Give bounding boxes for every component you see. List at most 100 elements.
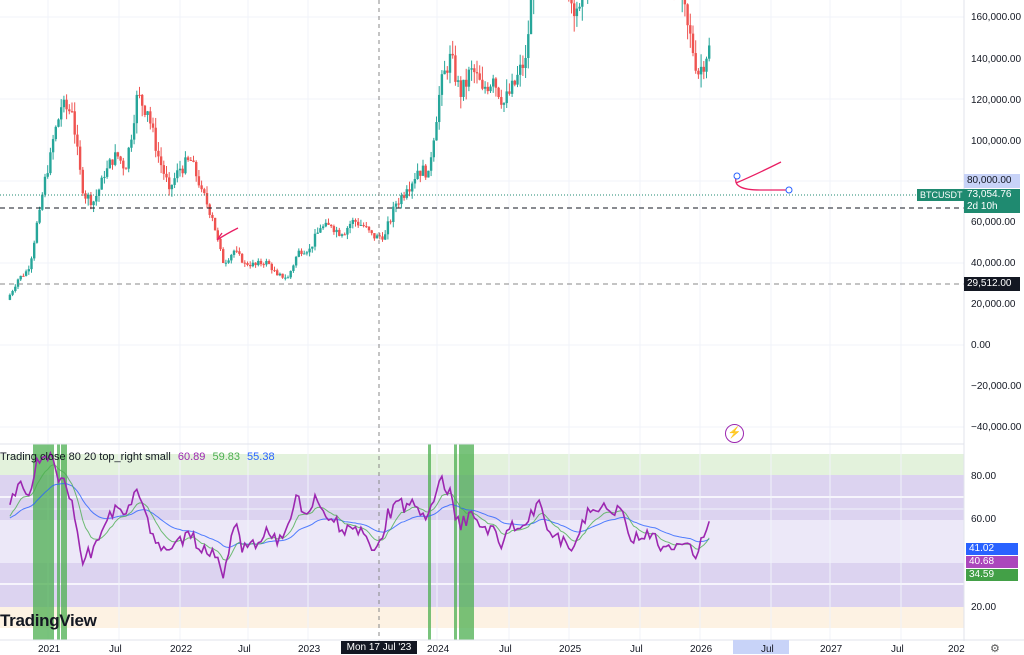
price-tick: 20,000.00 [971, 299, 1016, 310]
price-tick: 40,000.00 [971, 258, 1016, 269]
candle-body [508, 91, 511, 94]
candle-body [41, 194, 44, 210]
candle-body [359, 224, 363, 226]
candle-body [357, 221, 360, 226]
candle-body [227, 260, 230, 263]
candle-body [213, 217, 217, 231]
time-range-highlight [733, 640, 789, 654]
candle-body [284, 277, 287, 279]
candle-body [122, 160, 125, 169]
candle-body [386, 221, 390, 235]
candle-body [35, 222, 39, 243]
candle-body [111, 159, 114, 165]
candle-body [408, 189, 411, 192]
candle-body [697, 70, 700, 75]
candle-body [308, 248, 311, 253]
horizontal-line-price-label[interactable]: 29,512.00 [964, 277, 1020, 291]
price-tick: 140,000.00 [971, 54, 1021, 65]
candle-body [257, 260, 260, 266]
candle-body [203, 189, 206, 194]
candle-body [208, 204, 211, 215]
time-axis[interactable]: 2021 Jul 2022 Jul 2023 2024 Jul 2025 Jul… [38, 644, 965, 654]
candle-body [413, 178, 417, 184]
candle-body [176, 170, 179, 179]
candle-body [459, 80, 462, 97]
drawing-handle-2[interactable] [785, 186, 793, 194]
drawn-arrow-2022[interactable] [216, 227, 239, 241]
candle-body [324, 222, 327, 227]
candle-body [481, 79, 484, 89]
rsi-signal-value: 34.59 [966, 569, 1018, 581]
candle-body [365, 226, 368, 228]
candle-body [246, 263, 249, 265]
drawn-projection[interactable] [735, 161, 789, 191]
candle-body [456, 80, 460, 82]
overbought-signal-bar [33, 444, 54, 640]
candle-body [705, 58, 708, 72]
candle-body [54, 126, 57, 140]
candle-body [149, 111, 152, 124]
candle-body [100, 177, 103, 190]
candle-body [392, 206, 395, 222]
candle-body [475, 72, 479, 74]
time-tick: 2023 [298, 644, 321, 654]
candle-body [259, 260, 263, 265]
indicator-name[interactable]: Trading close 80 20 top_right small [0, 451, 171, 463]
candle-body [103, 176, 106, 178]
candle-body [699, 66, 703, 75]
candle-body [292, 265, 295, 271]
candle-body [354, 219, 357, 222]
candle-body [205, 193, 209, 205]
candle-body [494, 78, 498, 88]
price-tick: 60,000.00 [971, 217, 1016, 228]
candle-body [438, 94, 441, 123]
candle-body [11, 290, 14, 295]
candle-body [702, 66, 705, 72]
last-price-value: 73,054.76 [967, 189, 1012, 200]
price-tick: 100,000.00 [971, 136, 1021, 147]
candle-body [251, 262, 255, 267]
bar-countdown: 2d 10h [967, 201, 998, 212]
candle-body [273, 270, 276, 272]
candle-body [486, 86, 489, 92]
candle-body [249, 264, 252, 267]
candle-body [500, 97, 503, 105]
overbought-signal-bar [428, 444, 431, 640]
candle-body [238, 251, 241, 254]
candle-body [303, 253, 306, 255]
drawing-handle-1[interactable] [733, 172, 741, 180]
rsi-value: 40.68 [966, 556, 1018, 568]
price-axis[interactable]: 160,000.00 140,000.00 120,000.00 100,000… [971, 12, 1022, 433]
candle-body [497, 87, 500, 98]
candle-body [135, 94, 138, 124]
candle-body [289, 270, 292, 278]
candle-body [92, 201, 95, 206]
candle-body [270, 263, 273, 271]
candle-body [192, 160, 195, 162]
lightning-alert-icon[interactable]: ⚡ [725, 424, 744, 443]
candle-body [462, 79, 465, 97]
candle-body [24, 271, 28, 276]
time-tick: Jul [238, 644, 251, 654]
candle-body [232, 250, 236, 255]
candle-body [16, 279, 20, 287]
time-tick: 202 [948, 644, 965, 654]
candle-body [108, 159, 111, 169]
candle-body [159, 156, 163, 166]
candle-body [22, 275, 25, 277]
gear-icon[interactable]: ⚙ [990, 643, 1000, 655]
time-tick: Jul [499, 644, 512, 654]
rsi-axis[interactable]: 80.00 60.00 20.00 [971, 471, 996, 613]
candle-body [146, 111, 149, 115]
candle-body [65, 99, 68, 110]
indicator-legend[interactable]: Trading close 80 20 top_right small 60.8… [0, 451, 279, 463]
candle-body [141, 94, 144, 106]
candle-body [138, 94, 141, 96]
rsi-signal-line [9, 464, 710, 561]
candle-body [305, 252, 309, 254]
candle-body [321, 226, 325, 229]
price-tick: 0.00 [971, 340, 991, 351]
candle-body [297, 250, 300, 257]
rsi-tick: 60.00 [971, 514, 996, 525]
